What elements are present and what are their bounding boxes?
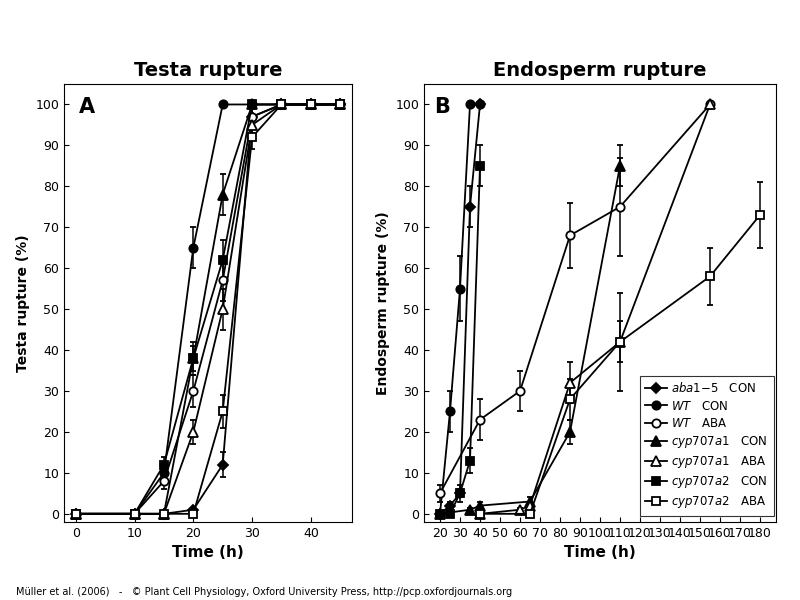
- Y-axis label: Testa rupture (%): Testa rupture (%): [16, 234, 30, 372]
- Title: Testa rupture: Testa rupture: [134, 61, 282, 80]
- Title: Endosperm rupture: Endosperm rupture: [494, 61, 706, 80]
- Y-axis label: Endosperm rupture (%): Endosperm rupture (%): [376, 211, 390, 395]
- Text: Müller et al. (2006)   -   © Plant Cell Physiology, Oxford University Press, htt: Müller et al. (2006) - © Plant Cell Phys…: [16, 587, 512, 597]
- X-axis label: Time (h): Time (h): [172, 545, 244, 560]
- Text: A: A: [78, 97, 94, 117]
- Legend: $\mathit{aba1{-}5}$   CON, $\mathit{WT}$   CON, $\mathit{WT}$   ABA, $\mathit{cy: $\mathit{aba1{-}5}$ CON, $\mathit{WT}$ C…: [639, 376, 774, 516]
- X-axis label: Time (h): Time (h): [564, 545, 636, 560]
- Text: B: B: [434, 97, 450, 117]
